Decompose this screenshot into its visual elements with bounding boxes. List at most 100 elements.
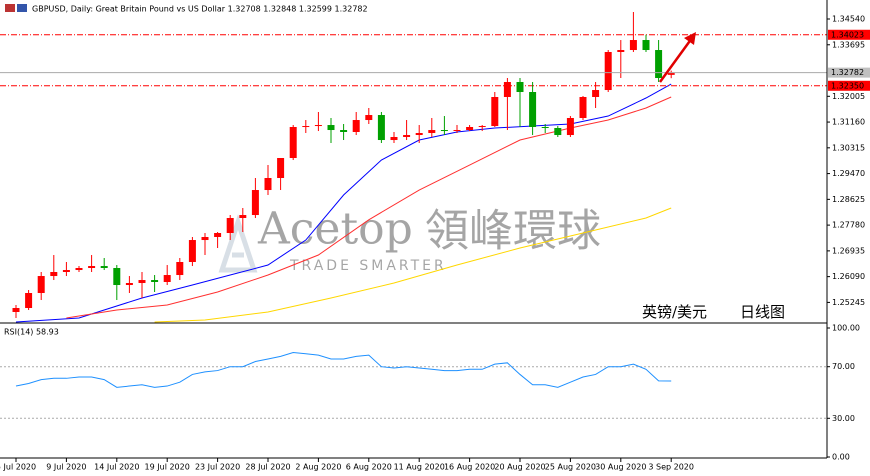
rsi-line: [15, 352, 672, 388]
candle-body: [37, 276, 45, 294]
candle-body: [541, 127, 549, 129]
moving-average: [15, 83, 672, 323]
candle-body: [466, 127, 474, 131]
y-tick-label: 1.31160: [832, 118, 865, 127]
candle-body: [667, 72, 675, 75]
candle-body: [239, 215, 247, 219]
candle-body: [302, 126, 310, 128]
rsi-label: RSI(14) 58.93: [4, 328, 59, 337]
level-label-box: [828, 29, 870, 40]
candle-body: [188, 240, 196, 262]
x-tick-label: 19 Jul 2020: [145, 463, 190, 472]
y-tick-label: 1.33695: [832, 40, 865, 49]
x-tick-label: 2 Aug 2020: [295, 463, 341, 472]
candle-body: [327, 125, 335, 131]
y-tick-label: 1.29470: [832, 169, 865, 178]
x-tick-label: 9 Jul 2020: [46, 463, 86, 472]
x-tick-label: 20 Aug 2020: [494, 463, 545, 472]
candle-body: [176, 262, 184, 276]
candle-body: [88, 266, 96, 269]
watermark-chinese: 領峰環球: [425, 206, 601, 257]
y-tick-label: 1.32005: [832, 92, 865, 101]
candle-body: [503, 82, 511, 97]
candle-body: [453, 130, 461, 132]
watermark: Acetop 領峰環球 TRADE SMARTER: [218, 204, 601, 274]
candle-body: [377, 115, 385, 141]
candle-body: [516, 82, 524, 92]
symbol-icon: [17, 4, 27, 12]
candle-body: [566, 118, 574, 136]
candle-body: [617, 50, 625, 52]
candle-body: [629, 40, 637, 51]
watermark-slogan: TRADE SMARTER: [289, 258, 447, 274]
candle-body: [201, 237, 209, 241]
candle-body: [403, 135, 411, 137]
candle-body: [604, 52, 612, 91]
x-tick-label: 3 Sep 2020: [648, 463, 694, 472]
candle-body: [579, 97, 587, 119]
caption: 日线图: [740, 303, 785, 321]
candle-body: [50, 272, 58, 277]
candle-body: [428, 130, 436, 134]
rsi-tick-label: 70.00: [832, 362, 855, 371]
candle-body: [151, 280, 159, 282]
y-tick-label: 1.28625: [832, 195, 865, 204]
x-tick-label: 5 Jul 2020: [0, 463, 36, 472]
candle-body: [340, 130, 348, 132]
rsi-tick-label: 0.00: [832, 453, 850, 462]
candle-body: [642, 40, 650, 51]
candle-body: [440, 130, 448, 132]
candle-body: [592, 90, 600, 97]
watermark-logo: [218, 214, 258, 273]
candle-body: [314, 125, 322, 127]
x-tick-label: 28 Jul 2020: [245, 463, 290, 472]
candle-body: [390, 137, 398, 141]
y-tick-label: 1.27780: [832, 221, 865, 230]
caption: 英镑/美元: [642, 303, 707, 321]
candle-body: [75, 268, 83, 271]
candle-body: [415, 133, 423, 136]
y-tick-label: 1.26090: [832, 272, 865, 281]
x-tick-label: 11 Aug 2020: [394, 463, 445, 472]
x-tick-label: 30 Aug 2020: [595, 463, 646, 472]
candle-body: [12, 308, 20, 312]
x-tick-label: 6 Aug 2020: [346, 463, 392, 472]
current-price-label: 1.32782: [831, 68, 864, 77]
candle-body: [491, 97, 499, 127]
trend-arrow: [658, 37, 694, 83]
candle-body: [264, 178, 272, 191]
chart-title: GBPUSD, Daily: Great Britain Pound vs US…: [32, 5, 368, 14]
candle-body: [138, 280, 146, 284]
candle-body: [62, 270, 70, 272]
candle-body: [226, 218, 234, 234]
x-tick-label: 16 Aug 2020: [444, 463, 495, 472]
arrow-head: [684, 32, 696, 45]
y-tick-label: 1.34540: [832, 15, 865, 24]
y-tick-label: 1.30315: [832, 143, 865, 152]
level-label-box: [828, 80, 870, 91]
x-tick-label: 14 Jul 2020: [94, 463, 139, 472]
candle-body: [365, 115, 373, 121]
moving-average: [154, 207, 672, 323]
y-tick-label: 1.26935: [832, 246, 865, 255]
candle-body: [277, 158, 285, 179]
candle-body: [352, 120, 360, 132]
x-tick-label: 25 Aug 2020: [545, 463, 596, 472]
candle-body: [163, 275, 171, 282]
y-tick-label: 1.25245: [832, 298, 865, 307]
rsi-tick-label: 30.00: [832, 414, 855, 423]
level-label: 1.32350: [831, 81, 864, 90]
candle-body: [125, 283, 133, 286]
candle-body: [214, 233, 222, 237]
candle-body: [113, 268, 121, 286]
candle-body: [251, 190, 259, 216]
candle-body: [289, 127, 297, 159]
moving-average: [66, 96, 672, 319]
watermark-brand: Acetop: [257, 204, 413, 255]
level-label: 1.34023: [831, 30, 864, 39]
symbol-icon: [5, 4, 15, 12]
x-tick-label: 23 Jul 2020: [195, 463, 240, 472]
candle-body: [529, 92, 537, 127]
